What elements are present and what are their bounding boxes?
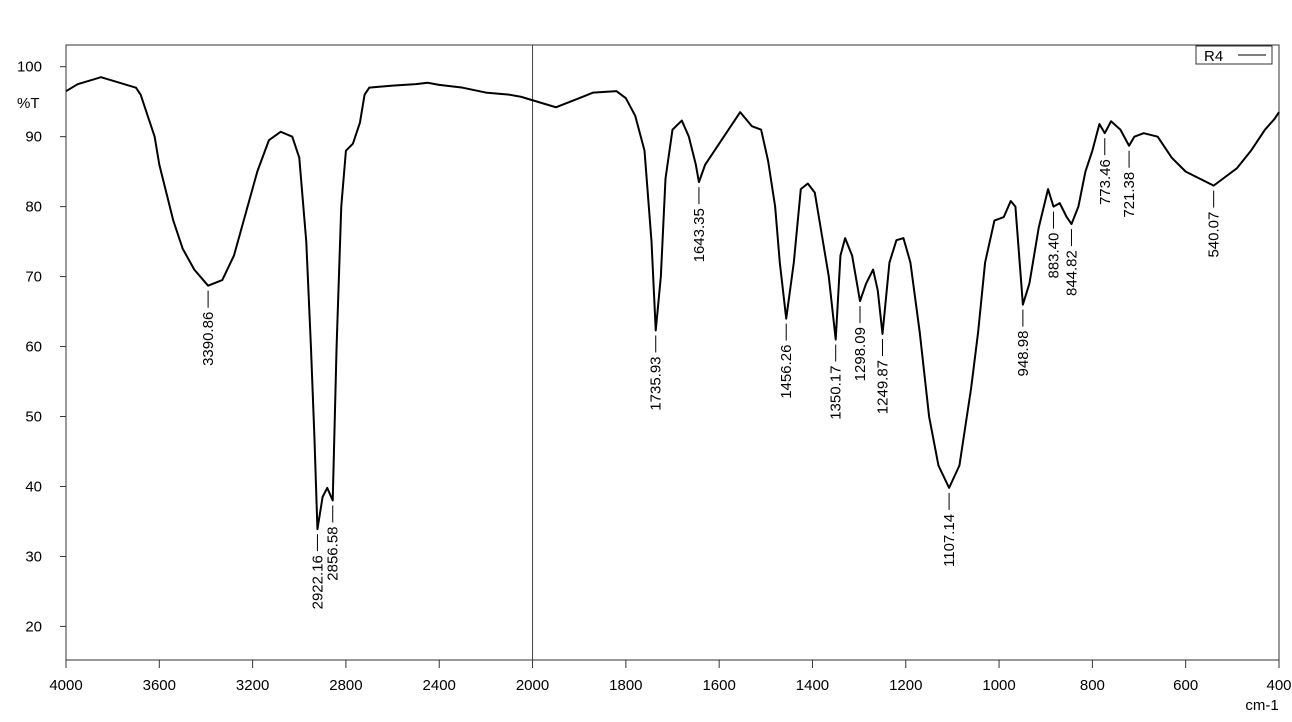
x-tick-label: 1000 [982,677,1015,694]
x-tick-label: 2400 [423,677,456,694]
y-tick-label: 80 [25,199,42,216]
x-tick-label: 600 [1173,677,1198,694]
y-tick-label: 70 [25,269,42,286]
peak-label: 1249.87 [875,360,892,414]
peak-label: 1350.17 [828,366,845,420]
x-tick-label: 2800 [329,677,362,694]
peak-label: 1456.26 [778,345,795,399]
peak-label: 844.82 [1063,250,1080,296]
y-tick-label: 90 [25,129,42,146]
peak-label: 1298.09 [852,327,869,381]
peak-label: 773.46 [1097,159,1114,205]
peak-label: 1107.14 [941,514,958,567]
y-tick-label: 20 [25,618,42,635]
x-axis-label: cm-1 [1245,697,1278,714]
y-tick-label: 40 [25,478,42,495]
peak-label: 2856.58 [325,526,342,580]
peak-label: 540.07 [1206,212,1223,258]
plot-frame [65,44,1280,661]
x-tick-label: 1400 [796,677,829,694]
y-tick-label: 50 [25,409,42,426]
x-tick-label: 1800 [609,677,642,694]
x-tick-label: 1600 [702,677,735,694]
x-tick-label: 1200 [889,677,922,694]
peak-label: 721.38 [1121,172,1138,218]
peak-label: 3390.86 [200,312,217,366]
spectrum-line [65,76,1280,531]
x-tick-label: 3600 [143,677,176,694]
peak-label: 948.98 [1015,331,1032,377]
x-tick-label: 800 [1080,677,1105,694]
peak-label: 883.40 [1045,233,1062,279]
y-axis-label: %T [17,95,40,112]
x-tick-label: 4000 [49,677,82,694]
legend-label: R4 [1204,48,1223,65]
y-tick-label: 60 [25,339,42,356]
x-tick-label: 2000 [516,677,549,694]
x-tick-label: 3200 [236,677,269,694]
y-tick-label: 100 [17,59,42,76]
peak-label: 1643.35 [691,208,708,262]
y-tick-label: 30 [25,548,42,565]
peak-label: 2922.16 [309,555,326,609]
legend-box [1195,45,1273,65]
peak-label: 1735.93 [648,356,665,410]
x-tick-label: 400 [1266,677,1291,694]
